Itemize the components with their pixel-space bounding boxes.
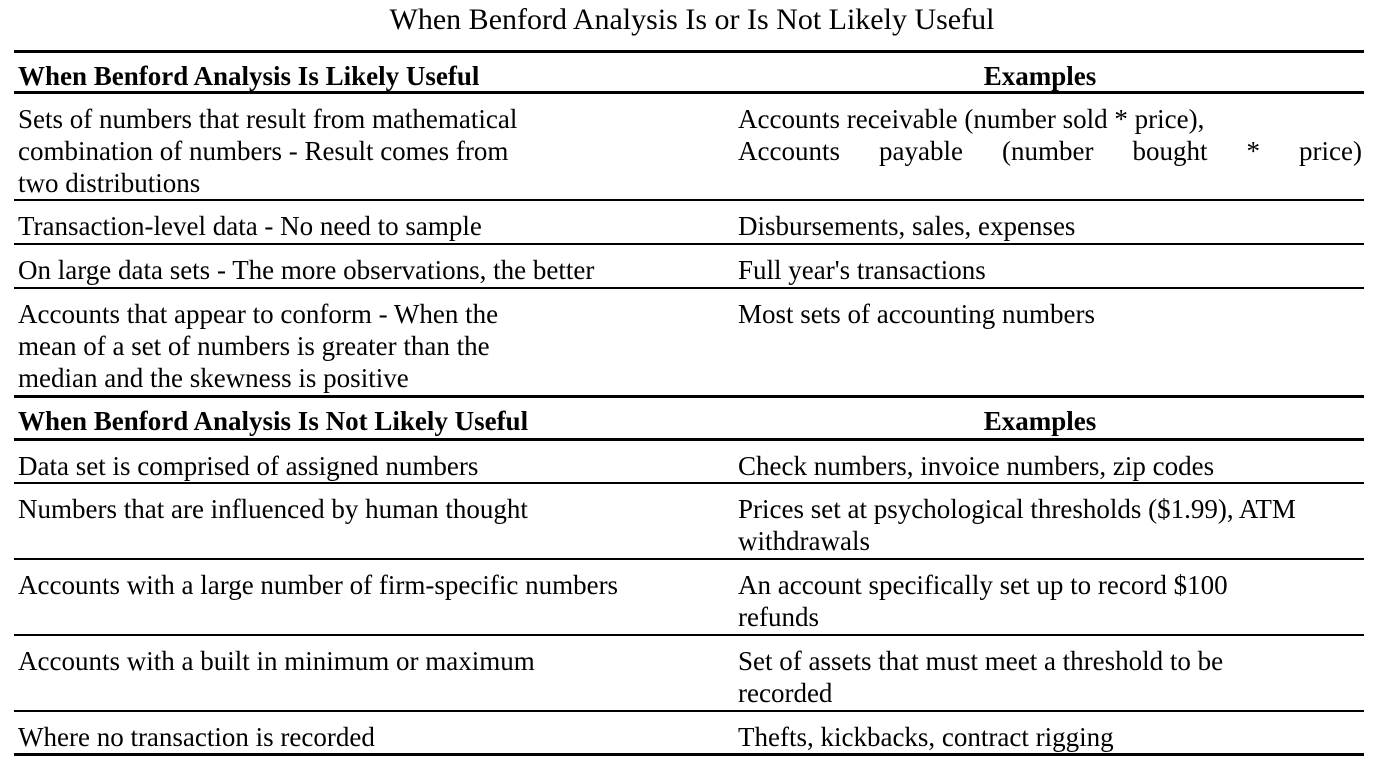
not-likely-row-4-condition: Accounts with a built in minimum or maxi… (18, 646, 535, 676)
top-rule (14, 50, 1364, 53)
header-rule (14, 438, 1364, 441)
likely-row-3-condition: On large data sets - The more observatio… (18, 255, 595, 285)
row-divider (14, 558, 1364, 560)
likely-row-4-example: Most sets of accounting numbers (738, 299, 1095, 329)
likely-row-4-condition: Accounts that appear to conform - When t… (18, 299, 499, 393)
not-likely-examples-header: Examples (983, 406, 1097, 436)
not-likely-row-5-condition: Where no transaction is recorded (18, 722, 375, 752)
likely-row-3-example: Full year's transactions (738, 255, 986, 285)
row-divider (14, 287, 1364, 289)
not-likely-row-1-condition: Data set is comprised of assigned number… (18, 451, 479, 481)
likely-row-1-condition: Sets of numbers that result from mathema… (18, 104, 518, 198)
not-likely-row-3-example: An account specifically set up to record… (738, 570, 1228, 632)
not-likely-row-2-condition: Numbers that are influenced by human tho… (18, 494, 528, 524)
likely-row-1-example-line-2: Accounts payable (number bought * price) (738, 136, 1362, 166)
likely-row-2-example: Disbursements, sales, expenses (738, 211, 1076, 241)
likely-examples-header: Examples (983, 61, 1097, 91)
likely-row-2-condition: Transaction-level data - No need to samp… (18, 211, 482, 241)
likely-row-1-example-line-1: Accounts receivable (number sold * price… (738, 104, 1205, 134)
not-likely-row-2-example: Prices set at psychological thresholds (… (738, 494, 1296, 556)
not-likely-row-4-example: Set of assets that must meet a threshold… (738, 646, 1224, 708)
not-likely-row-5-example: Thefts, kickbacks, contract rigging (738, 722, 1114, 752)
row-divider (14, 710, 1364, 712)
row-divider (14, 634, 1364, 636)
header-rule (14, 91, 1364, 94)
table-title: When Benford Analysis Is or Is Not Likel… (389, 3, 995, 36)
row-divider (14, 199, 1364, 201)
row-divider (14, 482, 1364, 484)
row-divider (14, 243, 1364, 245)
bottom-rule (14, 753, 1364, 756)
section-rule (14, 395, 1364, 398)
not-likely-row-3-condition: Accounts with a large number of firm-spe… (18, 570, 619, 600)
not-likely-useful-header: When Benford Analysis Is Not Likely Usef… (18, 406, 529, 436)
likely-useful-header: When Benford Analysis Is Likely Useful (18, 61, 480, 91)
not-likely-row-1-example: Check numbers, invoice numbers, zip code… (738, 451, 1215, 481)
